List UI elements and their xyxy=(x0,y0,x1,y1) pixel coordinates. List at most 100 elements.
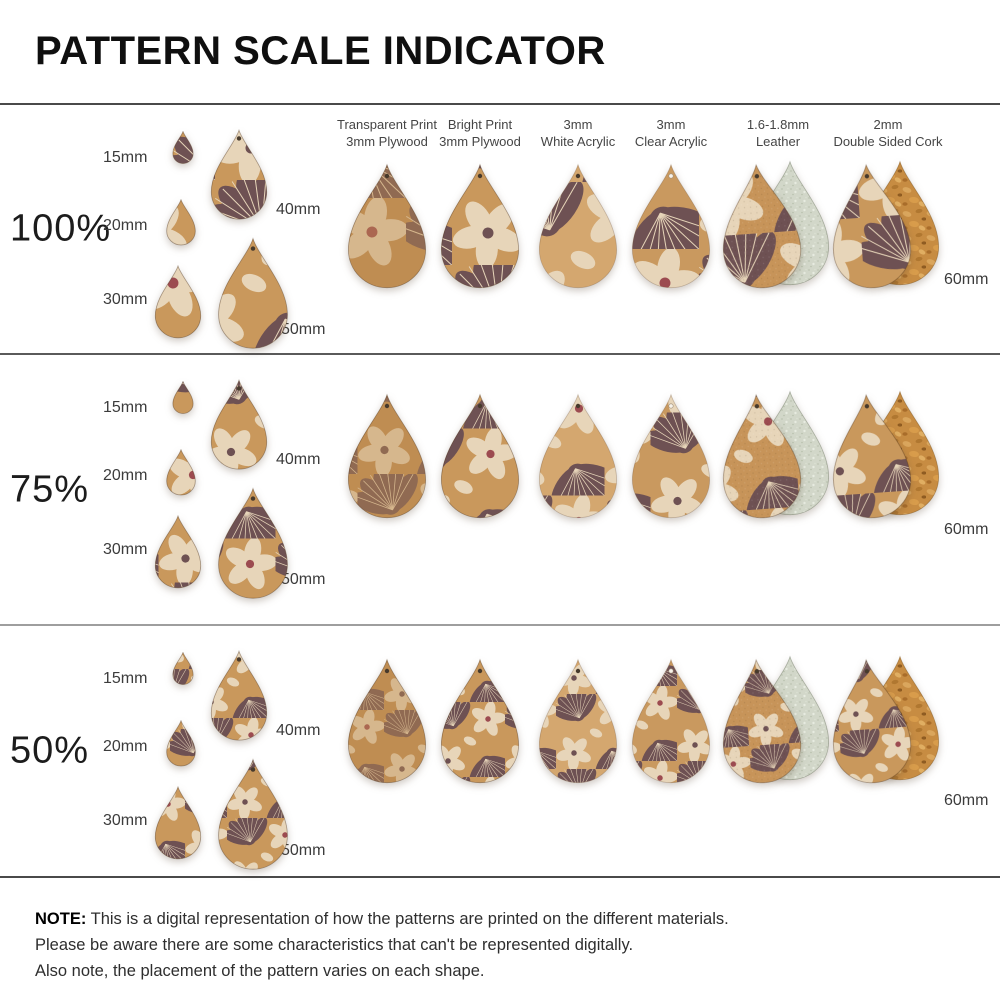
material-header-clear-acrylic: 3mm Clear Acrylic xyxy=(591,117,751,151)
teardrop-transparent-plywood xyxy=(341,163,433,293)
size-label-20mm: 20mm xyxy=(103,738,148,755)
teardrop-40mm xyxy=(206,649,272,744)
teardrop-30mm xyxy=(151,785,205,862)
teardrop-transparent-plywood xyxy=(341,393,433,523)
scale-row-75: 75% 15mm 20mm 30mm 40mm 50mm 60mm xyxy=(0,355,1000,626)
teardrop-bright-plywood xyxy=(434,658,526,788)
column-clear-acrylic xyxy=(625,355,717,624)
footer-note: NOTE: This is a digital representation o… xyxy=(0,876,1000,984)
column-cork xyxy=(828,626,948,876)
material-header-line1: 1.6-1.8mm xyxy=(746,117,810,132)
teardrop-clear-acrylic xyxy=(625,393,717,523)
note-line-2: Please be aware there are some character… xyxy=(35,936,634,955)
material-header-cork: 2mm Double Sided Cork xyxy=(808,117,968,151)
column-clear-acrylic: 3mm Clear Acrylic xyxy=(625,105,717,353)
size-label-20mm: 20mm xyxy=(103,467,148,484)
material-header-line2: Leather xyxy=(755,133,801,149)
teardrop-15mm xyxy=(171,380,195,415)
material-header-line2: 3mm Plywood xyxy=(346,133,428,149)
material-header-bright-plywood: Bright Print 3mm Plywood xyxy=(400,117,560,151)
teardrop-cork xyxy=(820,390,921,526)
material-header-line2: Double Sided Cork xyxy=(833,133,943,149)
note-text-1: This is a digital representation of how … xyxy=(90,910,729,928)
material-header-line1: 2mm xyxy=(873,117,903,132)
size-label-20mm: 20mm xyxy=(103,217,148,234)
teardrop-30mm xyxy=(151,264,205,341)
size-label-15mm: 15mm xyxy=(103,670,148,687)
teardrop-transparent-plywood xyxy=(341,658,433,788)
teardrop-30mm xyxy=(151,514,205,591)
size-label-30mm: 30mm xyxy=(103,541,148,558)
teardrop-clear-acrylic xyxy=(625,658,717,788)
scale-label-75: 75% xyxy=(10,468,90,510)
size-label-50mm: 50mm xyxy=(281,321,326,338)
teardrop-clear-acrylic xyxy=(625,163,717,293)
size-label-15mm: 15mm xyxy=(103,399,148,416)
material-header-line2: 3mm Plywood xyxy=(439,133,521,149)
material-header-line2: White Acrylic xyxy=(540,133,616,149)
teardrop-20mm xyxy=(164,448,198,497)
teardrop-leather xyxy=(710,390,811,526)
teardrop-15mm xyxy=(171,130,195,165)
note-line-1: NOTE: This is a digital representation o… xyxy=(35,906,965,932)
column-leather: 1.6-1.8mm Leather xyxy=(718,105,838,353)
size-label-50mm: 50mm xyxy=(281,842,326,859)
size-label-60mm: 60mm xyxy=(944,792,989,809)
size-label-40mm: 40mm xyxy=(276,201,321,218)
teardrop-white-acrylic xyxy=(532,393,624,523)
material-header-white-acrylic: 3mm White Acrylic xyxy=(498,117,658,151)
scale-row-100: 100% 15mm 20mm 30mm 40mm 50mm 60mm Trans… xyxy=(0,105,1000,355)
column-transparent-plywood xyxy=(341,355,433,624)
scale-label-50: 50% xyxy=(10,729,90,772)
column-white-acrylic xyxy=(532,355,624,624)
column-clear-acrylic xyxy=(625,626,717,876)
material-header-line2: Clear Acrylic xyxy=(634,133,708,149)
teardrop-15mm xyxy=(171,651,195,686)
column-transparent-plywood xyxy=(341,626,433,876)
size-label-60mm: 60mm xyxy=(944,271,989,288)
material-header-line1: Transparent Print xyxy=(337,117,437,132)
teardrop-cork xyxy=(820,160,921,296)
column-cork: 2mm Double Sided Cork xyxy=(828,105,948,353)
column-cork xyxy=(828,355,948,624)
size-label-15mm: 15mm xyxy=(103,149,148,166)
size-label-40mm: 40mm xyxy=(276,722,321,739)
teardrop-bright-plywood xyxy=(434,163,526,293)
teardrop-50mm xyxy=(212,237,294,353)
column-white-acrylic: 3mm White Acrylic xyxy=(532,105,624,353)
teardrop-50mm xyxy=(212,487,294,603)
material-header-line1: 3mm xyxy=(656,117,686,132)
teardrop-leather xyxy=(710,655,811,791)
size-label-40mm: 40mm xyxy=(276,451,321,468)
material-header-leather: 1.6-1.8mm Leather xyxy=(698,117,858,151)
column-bright-plywood xyxy=(434,355,526,624)
material-header-transparent-plywood: Transparent Print 3mm Plywood xyxy=(307,117,467,151)
size-label-30mm: 30mm xyxy=(103,291,148,308)
material-header-line1: 3mm xyxy=(563,117,593,132)
size-label-60mm: 60mm xyxy=(944,521,989,538)
teardrop-20mm xyxy=(164,719,198,768)
header: PATTERN SCALE INDICATOR xyxy=(0,0,1000,105)
column-leather xyxy=(718,626,838,876)
teardrop-leather xyxy=(710,160,811,296)
note-label: NOTE: xyxy=(35,910,87,928)
page-title: PATTERN SCALE INDICATOR xyxy=(35,29,606,73)
scale-row-50: 50% 15mm 20mm 30mm 40mm 50mm 60mm xyxy=(0,626,1000,876)
teardrop-50mm xyxy=(212,758,294,874)
column-bright-plywood xyxy=(434,626,526,876)
teardrop-cork xyxy=(820,655,921,791)
size-label-30mm: 30mm xyxy=(103,812,148,829)
column-white-acrylic xyxy=(532,626,624,876)
teardrop-40mm xyxy=(206,378,272,473)
scale-label-100: 100% xyxy=(10,207,112,250)
teardrop-white-acrylic xyxy=(532,163,624,293)
note-line-3: Also note, the placement of the pattern … xyxy=(35,962,485,981)
size-label-50mm: 50mm xyxy=(281,571,326,588)
column-transparent-plywood: Transparent Print 3mm Plywood xyxy=(337,105,437,353)
material-header-line1: Bright Print xyxy=(447,117,513,132)
teardrop-20mm xyxy=(164,198,198,247)
column-bright-plywood: Bright Print 3mm Plywood xyxy=(434,105,526,353)
teardrop-bright-plywood xyxy=(434,393,526,523)
teardrop-40mm xyxy=(206,128,272,223)
